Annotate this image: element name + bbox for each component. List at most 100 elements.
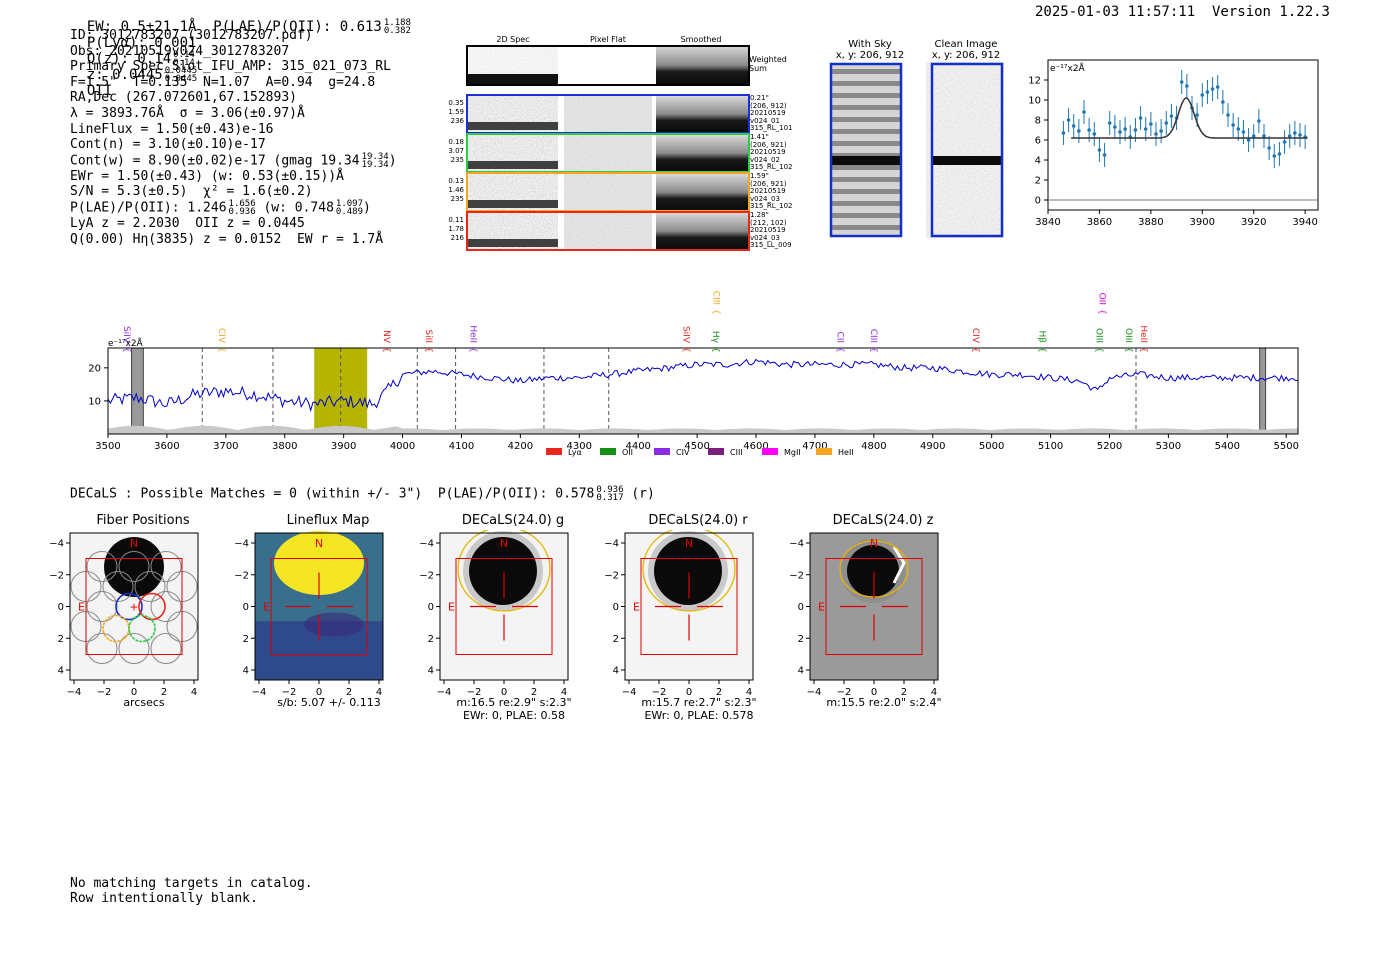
plae-range: 1.656 0.936 — [229, 200, 256, 217]
decals-panel-title: Lineflux Map — [286, 513, 370, 528]
decals-caption: arcsecs — [123, 696, 165, 709]
spec-line-brace: { — [1036, 347, 1046, 353]
plae-w-lo: 0.489 — [335, 207, 364, 218]
header-ew-plae: EW: 0.5±21.1Å P(LAE)/P(OII): 0.613 — [86, 19, 382, 35]
spec-xtick-label: 4800 — [861, 441, 886, 452]
east-label: E — [263, 601, 270, 614]
row-stats: 0.35 1.59 236 — [440, 99, 464, 126]
fit-point — [1071, 124, 1076, 128]
info-q: Q(0.00) Hη(3835) z = 0.0152 EW r = 1.7Å — [70, 231, 384, 247]
fit-xtick-label: 3840 — [1035, 217, 1060, 228]
fit-point — [1149, 122, 1153, 126]
row-info-line: 315_RL_102 — [750, 163, 793, 171]
x-tick-label: 4 — [746, 687, 752, 698]
spec-line-label: SiII — [423, 329, 433, 343]
fit-point — [1159, 129, 1163, 133]
row-info-line: 1.41" — [750, 133, 769, 141]
decals-summary: DECaLS : Possible Matches = 0 (within +/… — [70, 486, 655, 503]
fit-model-curve — [1071, 97, 1308, 139]
y-tick-label: 0 — [428, 602, 434, 613]
spec-line-label: HeII — [1138, 325, 1148, 343]
header-z-range: 0.0445 0.0445 — [164, 67, 198, 84]
footer-line-2: Row intentionally blank. — [70, 891, 258, 906]
fit-point — [1272, 154, 1277, 158]
fit-xtick-label: 3920 — [1241, 217, 1266, 228]
spec-xtick-label: 5400 — [1215, 441, 1240, 452]
spec-line-label: HeII — [467, 325, 477, 343]
fit-point — [1298, 133, 1302, 137]
clean-xy: x, y: 206, 912 — [931, 50, 1001, 61]
fit-xtick-label: 3860 — [1087, 217, 1112, 228]
fit-ytick-label: 10 — [1028, 96, 1041, 107]
with-sky-title: With Sky x, y: 206, 912 — [820, 39, 920, 61]
decals-summary-text: DECaLS : Possible Matches = 0 (within +/… — [70, 486, 595, 502]
spec-ytick-label: 10 — [88, 396, 101, 407]
spec-xtick-label: 4500 — [684, 441, 709, 452]
fit-point — [1231, 123, 1235, 127]
cutout-flat — [564, 96, 652, 132]
decals-caption: s/b: 5.07 +/- 0.113 — [277, 696, 381, 709]
row-stat: 235 — [450, 195, 464, 203]
decals-ellipse — [457, 530, 551, 612]
z-lo: 0.0445 — [164, 74, 198, 84]
plae-w-range: 1.097 0.489 — [335, 200, 364, 218]
spec-line-brace: { — [710, 347, 720, 353]
row-info-line: 20210519 — [750, 148, 786, 156]
decals-panel-title: DECaLS(24.0) g — [461, 513, 565, 528]
center-plus: + — [129, 601, 138, 614]
cutout-rows — [466, 94, 750, 251]
decals-caption: m:15.5 re:2.0" s:2.4" — [826, 696, 942, 709]
row-info-line: 20210519 — [750, 187, 786, 195]
fit-xtick-label: 3900 — [1190, 217, 1215, 228]
cutout-row — [466, 133, 750, 173]
fiber-circle — [150, 591, 182, 622]
north-label: N — [685, 537, 693, 550]
full-spectrum-chart: e⁻¹⁷x2Å 3500 3600 3700 3800 3900 4000 4100 4200… — [88, 291, 1299, 457]
x-tick-label: 2 — [346, 687, 352, 698]
noise-floor — [108, 425, 1298, 434]
row-stat: 3.07 — [448, 147, 464, 155]
header-summary: EW: 0.5±21.1Å P(LAE)/P(OII): 0.613 1.188 0… — [70, 3, 411, 100]
y-tick-label: −2 — [605, 570, 619, 581]
spec-xtick-label: 4300 — [567, 441, 592, 452]
decals-caption: m:15.7 re:2.7" s:2.3" — [641, 696, 757, 709]
spec-line-label: OIII — [1094, 328, 1104, 343]
fit-point — [1200, 93, 1205, 97]
weighted-frame — [466, 45, 750, 86]
fit-xtick-label: 3880 — [1138, 217, 1163, 228]
weighted-sum-label: Weighted Sum — [749, 55, 787, 73]
cutout-2d-trace — [468, 161, 558, 169]
row-info-line: v024_03 — [750, 194, 780, 203]
fiber-circle — [86, 591, 118, 622]
fit-ytick-label: 8 — [1035, 116, 1041, 127]
fit-point — [1221, 100, 1225, 104]
weighted-sum-row — [466, 45, 750, 86]
with-sky-xy: x, y: 206, 912 — [835, 50, 905, 61]
spec-xtick-label: 4200 — [508, 441, 533, 452]
cutout-row — [466, 172, 750, 212]
x-tick-label: 0 — [686, 687, 692, 698]
y-tick-label: 0 — [243, 602, 249, 613]
info-params: F=1.5" T=0.135 N=1.07 A=0.94 g=24.8 — [70, 74, 376, 90]
cutout-2d-trace — [468, 200, 558, 208]
spec-line-label: SiIV — [121, 326, 131, 344]
spec-axes: 3500 3600 3700 3800 3900 4000 4100 4200 4300 4400… — [88, 363, 1299, 452]
spec-line-label: NV — [381, 330, 391, 344]
info-id: ID: 3012783207 (3012783207.pdf) — [70, 28, 313, 43]
row-stats: 0.18 3.07 235 — [440, 138, 464, 165]
row-info-line: v024_01 — [750, 116, 780, 125]
row-stat: 0.11 — [448, 216, 464, 224]
fit-point — [1066, 118, 1071, 122]
plae-lo: 0.382 — [383, 26, 411, 36]
decals-panel-title: Fiber Positions — [96, 513, 190, 528]
fit-point — [1257, 119, 1261, 123]
row-info-line: 315_RL_101 — [750, 124, 793, 132]
cutout-smooth — [656, 174, 748, 210]
spec-line-label: CIV — [970, 328, 980, 344]
legend-label: CIII — [730, 448, 743, 457]
fit-point — [1267, 146, 1271, 150]
row-info-line: (206, 921) — [750, 179, 787, 188]
fit-ytick-label: 2 — [1035, 176, 1041, 187]
